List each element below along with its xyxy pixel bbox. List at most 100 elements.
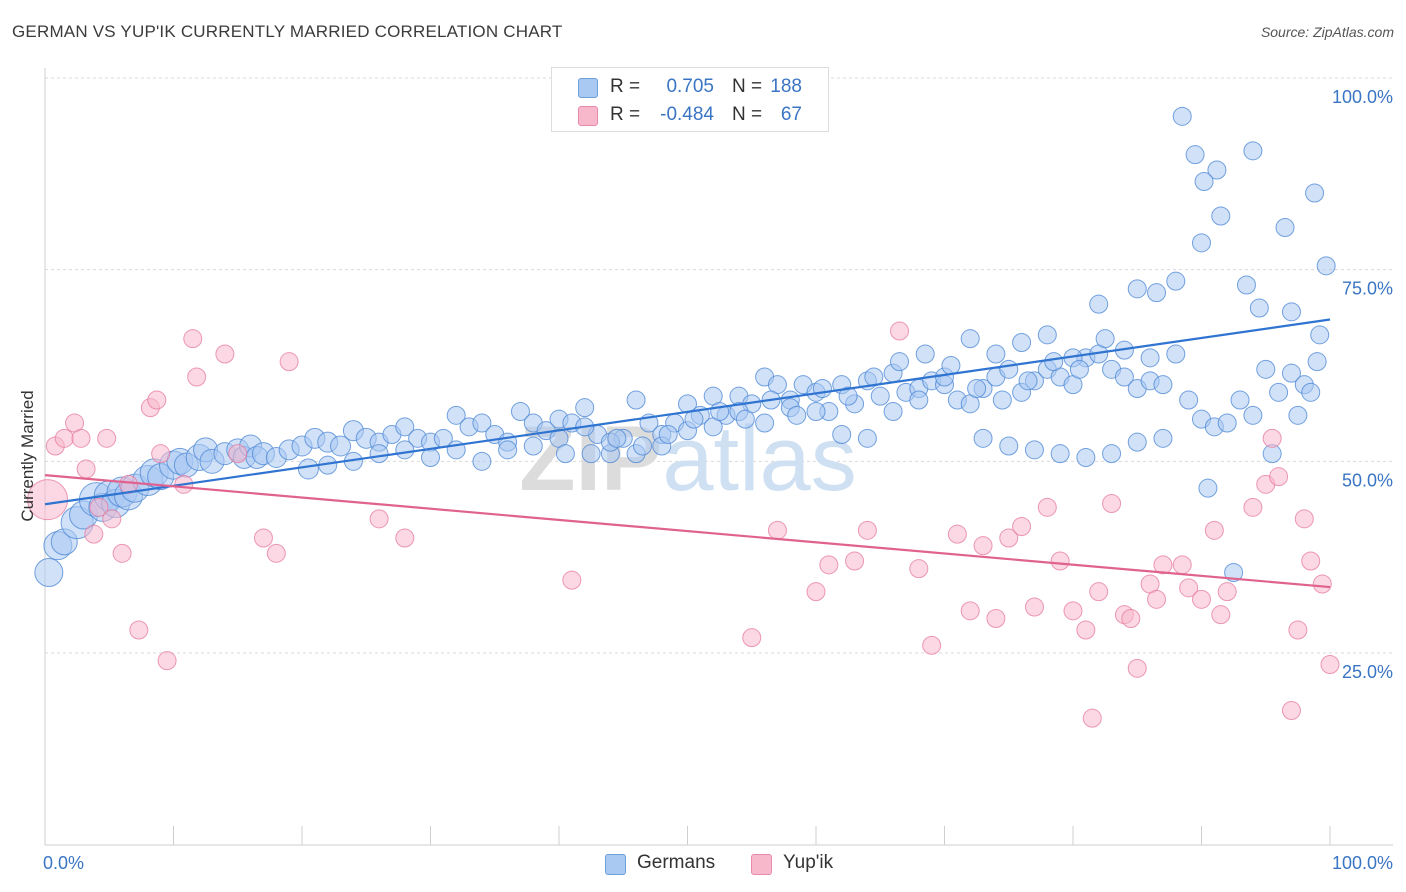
legend-n-value: 188 (770, 76, 802, 97)
data-point (555, 444, 575, 464)
data-point (54, 428, 74, 448)
data-point (819, 555, 839, 575)
data-point (973, 536, 993, 556)
data-point (1153, 555, 1173, 575)
axes (44, 68, 1393, 846)
data-point (755, 413, 775, 433)
data-point (1166, 271, 1186, 291)
data-point (1294, 509, 1314, 529)
data-point (147, 390, 167, 410)
data-point (27, 479, 69, 521)
data-point (787, 405, 807, 425)
data-point (1024, 440, 1044, 460)
legend-n-label: N = (732, 104, 763, 125)
data-point (1172, 106, 1192, 126)
data-point (34, 558, 64, 587)
data-point (1207, 160, 1227, 180)
data-point (806, 402, 826, 421)
data-point (1012, 333, 1032, 352)
data-point (1089, 582, 1109, 602)
chart-title: GERMAN VS YUP'IK CURRENTLY MARRIED CORRE… (12, 22, 563, 41)
data-point (369, 444, 389, 464)
data-point (1243, 497, 1263, 517)
data-point (1012, 517, 1032, 536)
data-point (1301, 551, 1321, 571)
data-point (151, 444, 171, 464)
data-point (1114, 367, 1134, 387)
y-tick-label: 50.0% (1342, 470, 1393, 490)
tick-labels: 25.0% 50.0% 75.0% 100.0% 0.0% 100.0% (43, 87, 1393, 873)
data-point (395, 417, 415, 437)
series-yupik (27, 321, 1340, 728)
data-point (1089, 294, 1109, 314)
data-point (1121, 609, 1141, 628)
legend-r-label: R = (610, 76, 641, 97)
data-point (1243, 405, 1263, 425)
data-point (187, 367, 207, 387)
data-point (102, 509, 122, 529)
y-tick-label: 75.0% (1342, 279, 1393, 299)
data-point (1024, 597, 1044, 617)
data-point (97, 428, 117, 448)
data-point (575, 398, 595, 418)
data-point (1044, 352, 1064, 372)
data-point (266, 543, 286, 563)
x-tick-label: 0.0% (43, 853, 84, 873)
data-point (1037, 325, 1057, 345)
data-point (626, 390, 646, 410)
legend-row-yupik: R = -0.484 N = 67 (552, 100, 828, 130)
data-point (1095, 329, 1115, 349)
data-point (510, 402, 530, 421)
data-point (253, 528, 273, 548)
data-point (890, 352, 910, 372)
data-point (1249, 298, 1269, 318)
data-point (472, 451, 492, 471)
data-point (1198, 478, 1218, 498)
data-point (1288, 620, 1308, 640)
data-point (1316, 256, 1336, 276)
data-point (1243, 141, 1263, 161)
trend-line-germans (44, 318, 1331, 506)
legend-r-value: 0.705 (666, 76, 714, 97)
x-tick-label: 100.0% (1332, 853, 1393, 873)
data-point (857, 428, 877, 448)
data-point (1320, 655, 1340, 674)
data-point (446, 405, 466, 425)
correlation-legend: R = 0.705 N = 188 R = -0.484 N = 67 (551, 67, 829, 132)
legend-n-label: N = (732, 76, 763, 97)
data-point (1230, 390, 1250, 410)
data-point (1217, 413, 1237, 433)
data-point (999, 528, 1019, 548)
data-point (498, 440, 518, 460)
legend-row-germans: R = 0.705 N = 188 (552, 72, 828, 102)
data-point (1069, 359, 1089, 379)
data-point (1194, 172, 1214, 191)
data-point (1256, 359, 1276, 379)
data-point (812, 379, 832, 398)
data-point (421, 448, 440, 467)
data-point (1185, 145, 1205, 165)
source-label: Source: ZipAtlas.com (1260, 24, 1394, 40)
data-point (1076, 620, 1096, 640)
data-point (1127, 432, 1147, 452)
data-point (973, 428, 993, 448)
data-point (1179, 390, 1199, 410)
data-point (157, 651, 177, 671)
data-point (1204, 520, 1224, 540)
data-point (297, 458, 319, 480)
data-point (857, 520, 877, 540)
data-point (1018, 371, 1038, 391)
data-point (742, 628, 762, 648)
data-point (838, 386, 858, 406)
data-point (909, 559, 929, 579)
data-point (890, 321, 910, 341)
data-point (1127, 658, 1147, 678)
data-point (89, 497, 109, 517)
data-point (735, 409, 755, 429)
data-point (999, 436, 1019, 456)
data-point (1050, 551, 1070, 571)
data-point (986, 609, 1006, 628)
data-point (1224, 563, 1244, 582)
legend-swatch-yupik (751, 854, 772, 875)
